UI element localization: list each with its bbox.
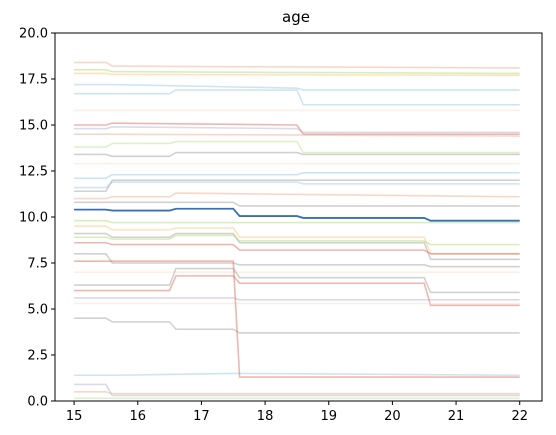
series-line-19: [74, 225, 520, 255]
series-line-18: [74, 219, 520, 224]
mean-series-line: [74, 207, 520, 222]
series-line-4: [74, 83, 520, 91]
series-line-15: [74, 181, 520, 189]
series-line-8: [74, 126, 520, 134]
x-tick-label: 18: [257, 409, 274, 424]
y-tick-label: 12.5: [19, 165, 48, 180]
series-line-11: [74, 151, 520, 158]
x-tick-label: 15: [66, 409, 83, 424]
y-tick-label: 5.0: [27, 303, 48, 318]
mean-series-group: [74, 207, 520, 222]
y-tick-label: 17.5: [19, 73, 48, 88]
series-line-16: [74, 192, 520, 200]
series-line-21: [74, 234, 520, 246]
series-line-26: [74, 275, 520, 307]
series-line-25: [74, 267, 520, 294]
y-axis: 0.0 2.5 5.0 7.5 10.0 12.5 15.0 17.5 20.0: [19, 27, 55, 410]
series-line-20: [74, 232, 520, 261]
series-line-30: [74, 372, 520, 377]
series-line-1: [74, 61, 520, 69]
series-line-17: [74, 201, 520, 207]
x-tick-label: 16: [129, 409, 146, 424]
chart-title: age: [282, 8, 310, 26]
x-axis: 15 16 17 18 19 20 21 22: [66, 401, 528, 424]
series-line-7: [74, 122, 520, 135]
x-tick-label: 19: [320, 409, 337, 424]
series-line-22: [74, 241, 520, 255]
series-line-3: [74, 72, 520, 77]
series-line-13: [74, 172, 520, 180]
y-tick-label: 10.0: [19, 211, 48, 226]
y-tick-label: 7.5: [27, 257, 48, 272]
series-line-5: [74, 89, 520, 106]
series-line-32: [74, 383, 520, 397]
series-line-14: [74, 179, 520, 193]
y-tick-label: 0.0: [27, 395, 48, 410]
series-line-2: [74, 69, 520, 75]
x-tick-label: 20: [384, 409, 401, 424]
x-tick-label: 21: [448, 409, 465, 424]
x-tick-label: 22: [511, 409, 528, 424]
series-line-10: [74, 140, 520, 154]
series-line-27: [74, 297, 520, 301]
series-line-31: [74, 260, 520, 378]
x-tick-label: 17: [193, 409, 210, 424]
y-tick-label: 2.5: [27, 349, 48, 364]
series-line-23: [74, 253, 520, 268]
series-line-29: [74, 317, 520, 334]
series-line-33: [74, 390, 520, 395]
series-line-9: [74, 133, 520, 137]
background-series-group: [74, 61, 520, 400]
y-tick-label: 15.0: [19, 119, 48, 134]
y-tick-label: 20.0: [19, 27, 48, 42]
